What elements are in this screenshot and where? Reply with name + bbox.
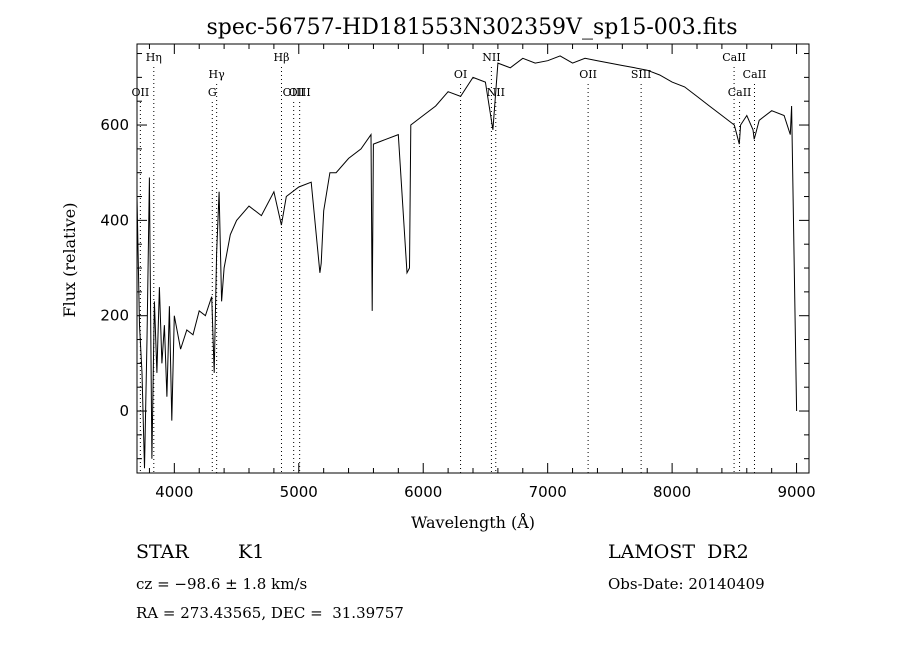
line-marker-label: Hβ (274, 51, 290, 64)
survey-name: LAMOST DR2 (608, 541, 749, 563)
spectrum-chart: spec-56757-HD181553N302359V_sp15-003.fit… (60, 15, 816, 532)
x-axis-label: Wavelength (Å) (411, 512, 535, 532)
x-tick-label: 5000 (280, 483, 318, 501)
object-class: STAR (136, 541, 189, 563)
chart-title: spec-56757-HD181553N302359V_sp15-003.fit… (206, 15, 737, 40)
line-marker-label: Hη (146, 51, 162, 64)
y-axis-label: Flux (relative) (60, 203, 79, 318)
y-tick-labels: 0 200 400 600 (100, 116, 129, 420)
x-tick-label: 4000 (155, 483, 193, 501)
y-tick-label: 400 (100, 211, 129, 229)
y-tick-label: 0 (119, 402, 129, 420)
x-tick-label: 8000 (653, 483, 691, 501)
x-tick-label: 6000 (404, 483, 442, 501)
x-tick-label: 7000 (529, 483, 567, 501)
coordinates: RA = 273.43565, DEC = 31.39757 (136, 604, 404, 622)
line-marker-label: G (208, 86, 217, 99)
line-marker-label: NII (482, 51, 500, 64)
line-marker-label: CaII (722, 51, 746, 64)
spectrum-line (136, 55, 798, 469)
line-marker-label: OII (579, 68, 597, 81)
axis-ticks (137, 44, 809, 473)
line-marker-label: OII (132, 86, 150, 99)
line-marker-label: OI (454, 68, 467, 81)
y-tick-label: 200 (100, 307, 129, 325)
x-tick-label: 9000 (777, 483, 815, 501)
y-tick-label: 600 (100, 116, 129, 134)
object-subclass: K1 (238, 541, 265, 563)
line-marker-label: CaII (728, 86, 752, 99)
plot-frame (136, 43, 810, 474)
line-marker-label: Hγ (209, 68, 226, 81)
line-marker-label: SIII (631, 68, 652, 81)
observation-date: Obs-Date: 20140409 (608, 575, 765, 593)
line-marker-label: OIII (289, 86, 311, 99)
line-marker-label: CaII (743, 68, 767, 81)
redshift-velocity: cz = −98.6 ± 1.8 km/s (136, 575, 308, 593)
line-marker-label: OIII (283, 86, 305, 99)
x-tick-labels: 4000 5000 6000 7000 8000 9000 (155, 483, 815, 501)
